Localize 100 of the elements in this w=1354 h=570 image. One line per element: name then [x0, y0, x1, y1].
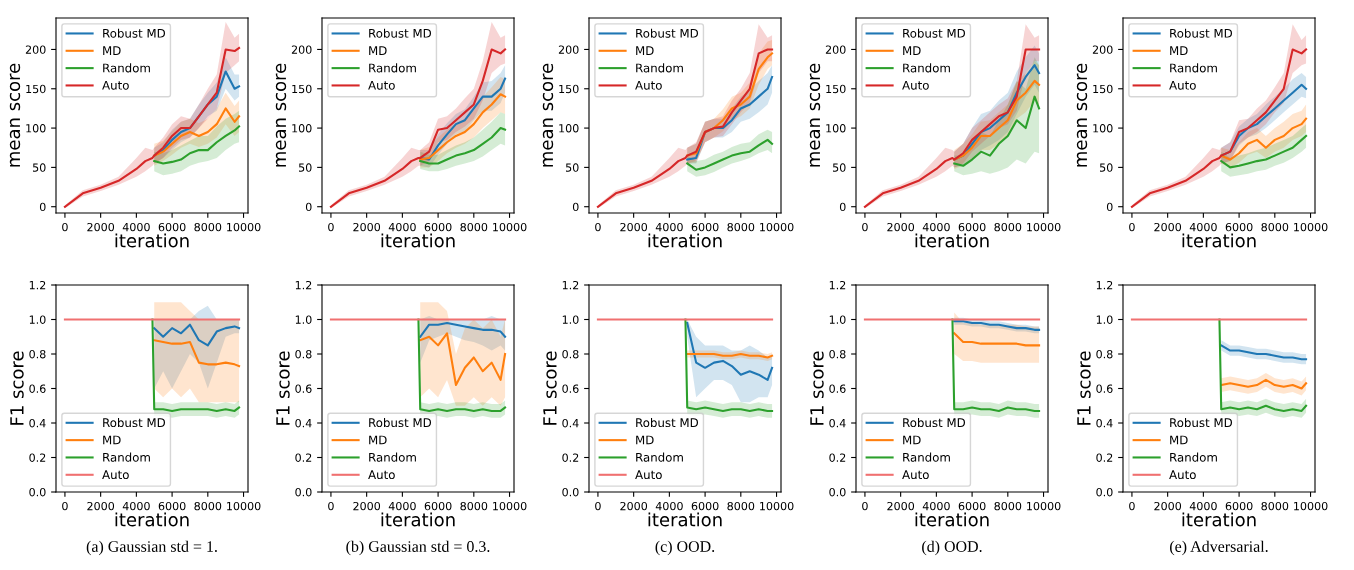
y-tick-label: 1.2 — [295, 280, 312, 290]
y-tick-label: 0.8 — [1096, 349, 1113, 359]
legend-label: MD — [1170, 435, 1188, 445]
y-tick-label: 1.0 — [829, 315, 846, 324]
line-series — [686, 138, 774, 171]
x-tick-label: 6000 — [424, 501, 452, 511]
x-tick-label: 4000 — [922, 501, 950, 511]
y-tick-label: 0 — [839, 202, 846, 212]
legend-label: Auto — [102, 80, 129, 90]
legend-label: MD — [903, 46, 921, 55]
line-series — [153, 125, 241, 165]
x-axis-title: iteration — [1182, 512, 1256, 527]
y-tick-label: 100 — [826, 124, 846, 133]
x-tick-label: 2000 — [353, 501, 381, 511]
x-tick-label: 10000 — [1294, 222, 1328, 232]
y-tick-label: 50 — [33, 163, 46, 172]
x-tick-label: 4000 — [388, 222, 416, 232]
y-tick-label: 150 — [1093, 84, 1113, 94]
x-axis-title: iteration — [381, 233, 455, 248]
legend-label: MD — [369, 435, 387, 445]
x-tick-label: 8000 — [194, 501, 222, 511]
y-tick-label: 100 — [292, 124, 312, 133]
y-tick-label: 0 — [305, 202, 312, 212]
y-tick-label: 0.4 — [1096, 418, 1113, 428]
legend-label: Robust MD — [903, 417, 966, 428]
line-series — [953, 95, 1041, 167]
x-tick-label: 2000 — [87, 222, 115, 232]
legend-label: Robust MD — [1170, 28, 1233, 38]
line-series — [953, 79, 1041, 161]
line-series — [419, 93, 507, 161]
line-series — [1220, 117, 1308, 161]
legend-label: Random — [1170, 452, 1217, 462]
y-tick-label: 0.0 — [29, 487, 46, 497]
y-tick-label: 1.2 — [562, 280, 579, 290]
legend-label: Robust MD — [636, 417, 699, 428]
y-tick-label: 100 — [26, 124, 46, 133]
y-tick-label: 0.0 — [295, 487, 312, 497]
y-tick-label: 0.2 — [829, 453, 846, 462]
legend-label: Random — [369, 63, 416, 73]
x-tick-label: 0 — [1129, 222, 1135, 232]
x-tick-label: 10000 — [760, 501, 794, 511]
legend-label: Random — [903, 63, 950, 73]
x-tick-label: 8000 — [460, 222, 488, 232]
x-tick-label: 10000 — [493, 222, 527, 232]
y-tick-label: 1.0 — [29, 315, 46, 324]
x-tick-label: 0 — [595, 222, 601, 232]
x-tick-label: 4000 — [655, 222, 683, 232]
x-tick-label: 10000 — [1294, 501, 1328, 511]
y-tick-label: 0.2 — [1096, 453, 1113, 462]
y-tick-label: 150 — [26, 84, 46, 94]
x-tick-label: 4000 — [922, 222, 950, 232]
text: (b) Gaussian std = 0.3. — [346, 540, 490, 556]
line-series — [1220, 378, 1308, 390]
x-axis-title: iteration — [648, 233, 722, 248]
x-tick-label: 8000 — [727, 222, 755, 232]
y-tick-label: 0.4 — [829, 418, 846, 428]
y-tick-label: 0 — [39, 202, 46, 212]
legend-label: MD — [636, 46, 654, 55]
x-tick-label: 4000 — [122, 501, 150, 511]
x-tick-label: 0 — [328, 501, 334, 511]
y-tick-label: 50 — [833, 163, 846, 172]
line-series — [153, 323, 241, 347]
x-tick-label: 0 — [62, 222, 68, 232]
legend-label: MD — [1170, 46, 1188, 55]
x-axis-title: iteration — [915, 233, 989, 248]
x-tick-label: 2000 — [620, 222, 648, 232]
y-axis-title: mean score — [542, 63, 554, 167]
x-tick-label: 0 — [62, 501, 68, 511]
x-tick-label: 10000 — [227, 501, 261, 511]
y-tick-label: 1.2 — [1096, 280, 1113, 290]
y-tick-label: 200 — [825, 45, 846, 54]
y-tick-label: 100 — [559, 124, 579, 133]
y-tick-label: 150 — [559, 84, 579, 94]
y-axis-title: mean score — [275, 63, 287, 167]
legend-label: Robust MD — [369, 28, 432, 38]
y-tick-label: 0.6 — [295, 384, 312, 393]
x-tick-label: 4000 — [388, 501, 416, 511]
y-tick-label: 0.8 — [29, 349, 46, 359]
y-tick-label: 0.4 — [295, 418, 312, 428]
y-tick-label: 1.0 — [295, 315, 312, 324]
y-tick-label: 0.6 — [829, 384, 846, 393]
legend-label: MD — [369, 46, 387, 55]
legend-label: Robust MD — [103, 417, 166, 428]
x-tick-label: 6000 — [158, 501, 186, 511]
line-series — [153, 107, 241, 157]
line-series — [953, 332, 1041, 347]
x-tick-label: 8000 — [994, 222, 1022, 232]
line-series — [419, 321, 507, 338]
legend-label: Auto — [1169, 80, 1196, 90]
y-tick-label: 200 — [25, 45, 46, 54]
text: (d) OOD. — [922, 540, 982, 556]
legend-label: Random — [103, 452, 150, 462]
y-tick-label: 0.8 — [562, 349, 579, 359]
legend-label: Auto — [902, 80, 929, 90]
y-axis-title: F1 score — [1077, 351, 1091, 425]
legend-label: Robust MD — [1170, 417, 1233, 428]
y-tick-label: 50 — [566, 163, 579, 172]
x-tick-label: 6000 — [691, 222, 719, 232]
x-axis-title: iteration — [648, 512, 722, 527]
line-series — [419, 127, 507, 165]
